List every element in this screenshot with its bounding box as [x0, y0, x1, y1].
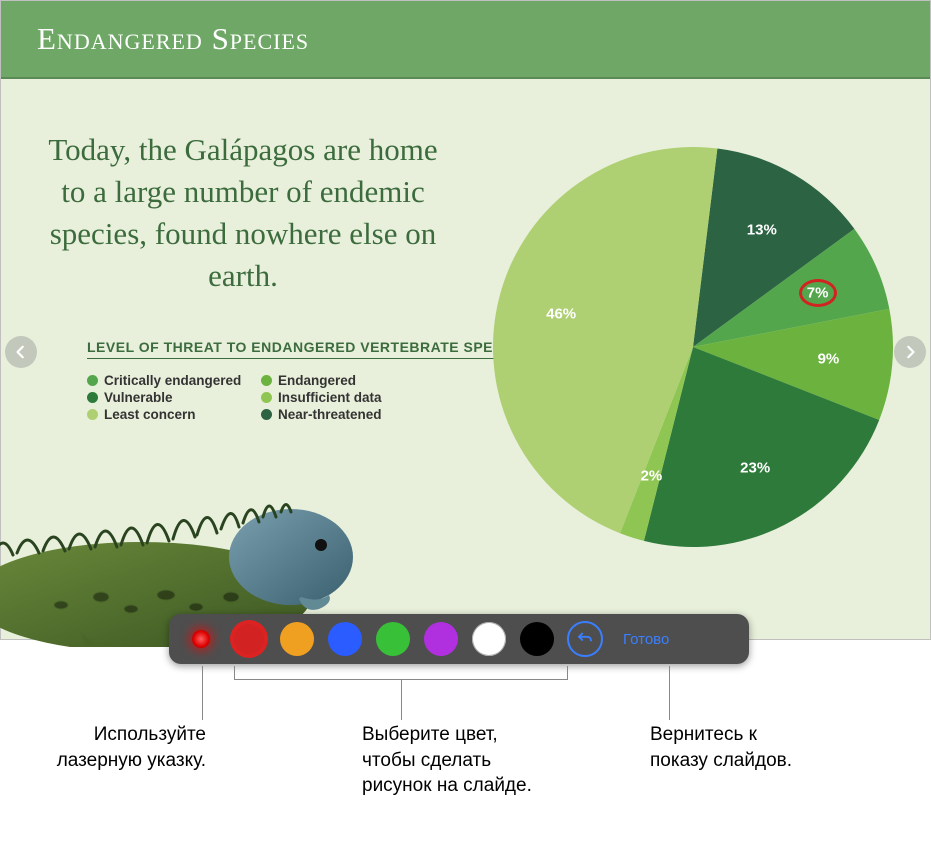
legend-item: Critically endangered	[87, 373, 257, 388]
legend-title: LEVEL OF THREAT TO ENDANGERED VERTEBRATE…	[87, 339, 528, 355]
pie-svg	[493, 147, 893, 547]
chevron-left-icon	[14, 345, 28, 359]
legend-label: Critically endangered	[104, 373, 241, 388]
legend-swatch	[261, 375, 272, 386]
callout-line	[202, 666, 203, 720]
help-callouts: Используйте лазерную указку. Выберите цв…	[0, 640, 931, 867]
presentation-slide: Endangered Species Today, the Galápagos …	[0, 0, 931, 640]
legend-label: Least concern	[104, 407, 196, 422]
legend-label: Insufficient data	[278, 390, 382, 405]
slide-body-text: Today, the Galápagos are home to a large…	[33, 129, 453, 296]
legend-item: Vulnerable	[87, 390, 257, 405]
legend-swatch	[87, 375, 98, 386]
legend-swatch	[261, 392, 272, 403]
legend-label: Endangered	[278, 373, 356, 388]
prev-slide-button[interactable]	[5, 336, 37, 368]
callout-color: Выберите цвет, чтобы сделать рисунок на …	[362, 722, 552, 799]
pie-chart: 13%7%9%23%2%46%	[493, 147, 893, 547]
legend-item: Endangered	[261, 373, 431, 388]
legend-swatch	[261, 409, 272, 420]
legend-label: Vulnerable	[104, 390, 173, 405]
legend-item: Insufficient data	[261, 390, 431, 405]
callout-laser: Используйте лазерную указку.	[44, 722, 206, 773]
legend-swatch	[87, 409, 98, 420]
callout-done: Вернитесь к показу слайдов.	[650, 722, 810, 773]
callout-line	[669, 666, 670, 720]
next-slide-button[interactable]	[894, 336, 926, 368]
chevron-right-icon	[903, 345, 917, 359]
legend: Critically endangered Endangered Vulnerabl…	[87, 373, 431, 422]
callout-bracket	[234, 666, 568, 680]
slide-title: Endangered Species	[37, 21, 309, 57]
legend-item: Least concern	[87, 407, 257, 422]
legend-label: Near-threatened	[278, 407, 382, 422]
slide-header: Endangered Species	[1, 1, 930, 79]
legend-item: Near-threatened	[261, 407, 431, 422]
legend-swatch	[87, 392, 98, 403]
callout-line	[401, 680, 402, 720]
